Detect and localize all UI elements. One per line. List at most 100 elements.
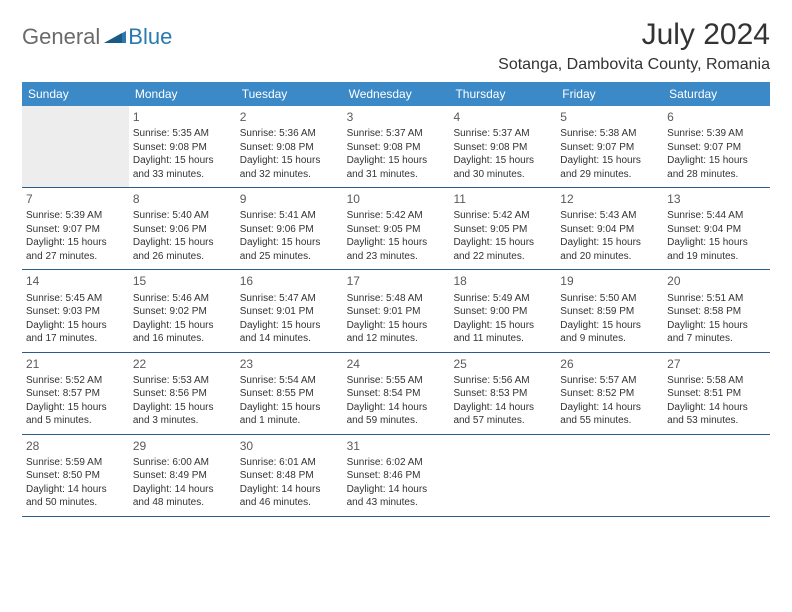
day-cell: 23Sunrise: 5:54 AMSunset: 8:55 PMDayligh… — [236, 353, 343, 434]
daylight2-text: and 17 minutes. — [26, 332, 125, 346]
daylight2-text: and 55 minutes. — [560, 414, 659, 428]
week-row: 21Sunrise: 5:52 AMSunset: 8:57 PMDayligh… — [22, 353, 770, 435]
day-cell: 4Sunrise: 5:37 AMSunset: 9:08 PMDaylight… — [449, 106, 556, 187]
daylight1-text: Daylight: 14 hours — [133, 483, 232, 497]
sunrise-text: Sunrise: 5:52 AM — [26, 374, 125, 388]
sunset-text: Sunset: 9:04 PM — [667, 223, 766, 237]
logo-triangle-icon — [104, 27, 126, 48]
day-number: 5 — [560, 109, 659, 125]
sunrise-text: Sunrise: 5:58 AM — [667, 374, 766, 388]
day-cell: 25Sunrise: 5:56 AMSunset: 8:53 PMDayligh… — [449, 353, 556, 434]
sunset-text: Sunset: 9:04 PM — [560, 223, 659, 237]
day-number: 6 — [667, 109, 766, 125]
sunrise-text: Sunrise: 5:36 AM — [240, 127, 339, 141]
day-number: 8 — [133, 191, 232, 207]
day-cell — [22, 106, 129, 187]
calendar: Sunday Monday Tuesday Wednesday Thursday… — [22, 82, 770, 517]
daylight1-text: Daylight: 15 hours — [667, 236, 766, 250]
day-header: Friday — [556, 82, 663, 106]
day-cell: 20Sunrise: 5:51 AMSunset: 8:58 PMDayligh… — [663, 270, 770, 351]
week-row: 14 Sunrise: 5:45 AMSunset: 9:03 PM Dayligh… — [22, 270, 770, 352]
day-number: 27 — [667, 356, 766, 372]
day-cell: 22Sunrise: 5:53 AMSunset: 8:56 PMDayligh… — [129, 353, 236, 434]
day-number: 22 — [133, 356, 232, 372]
day-cell: 17Sunrise: 5:48 AMSunset: 9:01 PMDayligh… — [343, 270, 450, 351]
sunrise-text: Sunrise: 6:00 AM — [133, 456, 232, 470]
daylight1-text: Daylight: 15 hours — [667, 154, 766, 168]
day-cell: 16Sunrise: 5:47 AMSunset: 9:01 PMDayligh… — [236, 270, 343, 351]
day-number: 10 — [347, 191, 446, 207]
daylight1-text: Daylight: 15 hours — [347, 236, 446, 250]
day-number: 23 — [240, 356, 339, 372]
daylight1-text: Daylight: 15 hours — [26, 401, 125, 415]
page-title: July 2024 — [498, 18, 770, 52]
day-cell: 21Sunrise: 5:52 AMSunset: 8:57 PMDayligh… — [22, 353, 129, 434]
daylight2-text: and 29 minutes. — [560, 168, 659, 182]
day-cell: 12Sunrise: 5:43 AMSunset: 9:04 PMDayligh… — [556, 188, 663, 269]
sunrise-text: Sunrise: 5:55 AM — [347, 374, 446, 388]
daylight1-text: Daylight: 15 hours — [240, 401, 339, 415]
daylight2-text: and 43 minutes. — [347, 496, 446, 510]
day-cell: 28Sunrise: 5:59 AMSunset: 8:50 PMDayligh… — [22, 435, 129, 516]
day-header: Thursday — [449, 82, 556, 106]
daylight1-text: Daylight: 15 hours — [453, 319, 552, 333]
day-cell — [449, 435, 556, 516]
sunset-text: Sunset: 8:52 PM — [560, 387, 659, 401]
day-number: 17 — [347, 273, 446, 289]
title-block: July 2024 Sotanga, Dambovita County, Rom… — [498, 18, 770, 74]
daylight1-text: Daylight: 14 hours — [240, 483, 339, 497]
daylight2-text: and 20 minutes. — [560, 250, 659, 264]
daylight1-text: Daylight: 15 hours — [133, 236, 232, 250]
sunset-text: Sunset: 9:06 PM — [133, 223, 232, 237]
daylight2-text: and 1 minute. — [240, 414, 339, 428]
daylight2-text: and 57 minutes. — [453, 414, 552, 428]
day-number: 21 — [26, 356, 125, 372]
sunrise-text: Sunrise: 6:01 AM — [240, 456, 339, 470]
sunset-text: Sunset: 8:55 PM — [240, 387, 339, 401]
sunset-text: Sunset: 9:00 PM — [453, 305, 552, 319]
sunset-text: Sunset: 9:03 PM — [26, 305, 125, 319]
day-cell — [556, 435, 663, 516]
sunset-text: Sunset: 8:58 PM — [667, 305, 766, 319]
logo-text-blue: Blue — [128, 24, 172, 50]
sunrise-text: Sunrise: 5:42 AM — [347, 209, 446, 223]
day-number: 26 — [560, 356, 659, 372]
day-number: 13 — [667, 191, 766, 207]
day-cell: 27Sunrise: 5:58 AMSunset: 8:51 PMDayligh… — [663, 353, 770, 434]
week-row: 1Sunrise: 5:35 AMSunset: 9:08 PMDaylight… — [22, 106, 770, 188]
day-header: Tuesday — [236, 82, 343, 106]
day-cell: 6Sunrise: 5:39 AMSunset: 9:07 PMDaylight… — [663, 106, 770, 187]
day-cell: 13Sunrise: 5:44 AMSunset: 9:04 PMDayligh… — [663, 188, 770, 269]
daylight1-text: Daylight: 14 hours — [347, 483, 446, 497]
day-number: 20 — [667, 273, 766, 289]
daylight1-text: Daylight: 14 hours — [26, 483, 125, 497]
sunset-text: Sunset: 9:08 PM — [453, 141, 552, 155]
day-header: Sunday — [22, 82, 129, 106]
daylight2-text: and 31 minutes. — [347, 168, 446, 182]
weeks-container: 1Sunrise: 5:35 AMSunset: 9:08 PMDaylight… — [22, 106, 770, 517]
sunrise-text: Sunrise: 5:45 AM — [26, 292, 125, 306]
day-number: 24 — [347, 356, 446, 372]
sunrise-text: Sunrise: 5:37 AM — [453, 127, 552, 141]
sunset-text: Sunset: 9:05 PM — [453, 223, 552, 237]
daylight2-text: and 12 minutes. — [347, 332, 446, 346]
sunset-text: Sunset: 9:08 PM — [240, 141, 339, 155]
daylight2-text: and 33 minutes. — [133, 168, 232, 182]
day-cell: 30Sunrise: 6:01 AMSunset: 8:48 PMDayligh… — [236, 435, 343, 516]
sunrise-text: Sunrise: 5:56 AM — [453, 374, 552, 388]
day-number: 19 — [560, 273, 659, 289]
day-number: 2 — [240, 109, 339, 125]
sunrise-text: Sunrise: 5:39 AM — [667, 127, 766, 141]
daylight1-text: Daylight: 15 hours — [560, 236, 659, 250]
daylight2-text: and 32 minutes. — [240, 168, 339, 182]
day-number: 14 — [26, 273, 125, 289]
header: General Blue July 2024 Sotanga, Dambovit… — [22, 18, 770, 74]
sunrise-text: Sunrise: 5:51 AM — [667, 292, 766, 306]
sunset-text: Sunset: 8:53 PM — [453, 387, 552, 401]
sunrise-text: Sunrise: 5:38 AM — [560, 127, 659, 141]
week-row: 7Sunrise: 5:39 AMSunset: 9:07 PMDaylight… — [22, 188, 770, 270]
daylight1-text: Daylight: 15 hours — [26, 236, 125, 250]
sunset-text: Sunset: 8:54 PM — [347, 387, 446, 401]
daylight2-text: and 3 minutes. — [133, 414, 232, 428]
day-cell: 19Sunrise: 5:50 AMSunset: 8:59 PMDayligh… — [556, 270, 663, 351]
